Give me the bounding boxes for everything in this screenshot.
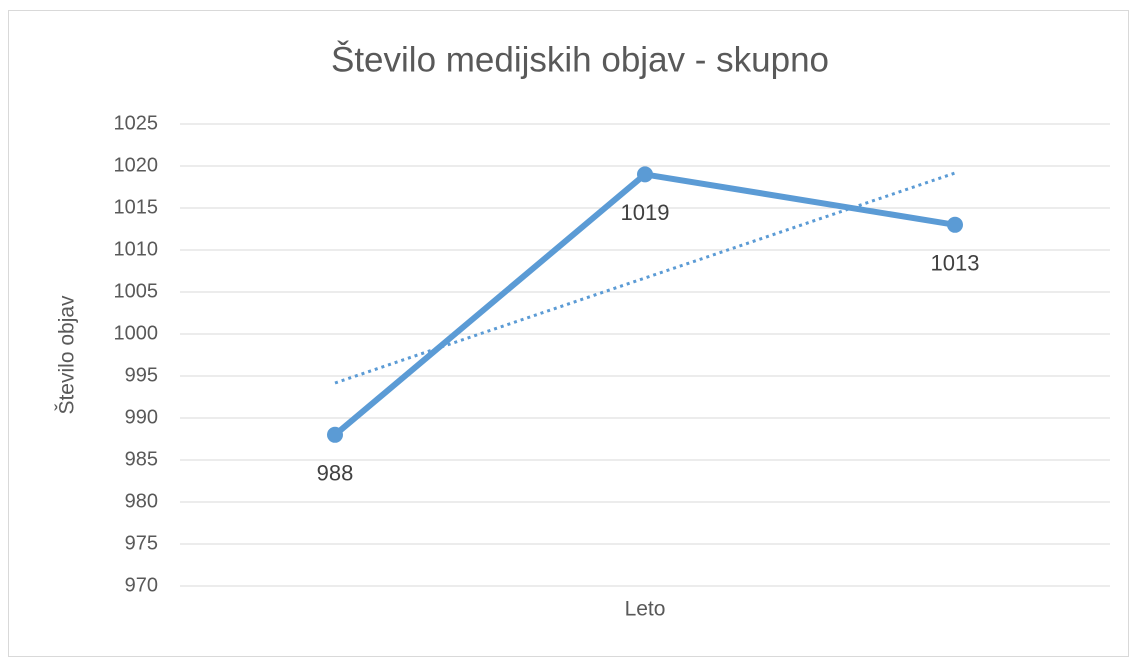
x-axis-label: Leto: [625, 598, 666, 621]
y-tick-label: 1015: [114, 196, 159, 218]
y-tick-label: 980: [125, 490, 158, 512]
y-tick-label: 1020: [114, 154, 159, 176]
data-point: [947, 216, 963, 233]
data-label: 1013: [931, 251, 980, 276]
data-label: 988: [317, 461, 354, 486]
data-point: [327, 426, 343, 443]
y-tick-label: 1025: [114, 112, 159, 134]
y-tick-label: 995: [125, 364, 158, 386]
y-tick-label: 975: [125, 532, 158, 554]
y-tick-label: 1000: [114, 322, 159, 344]
data-point: [637, 166, 653, 183]
data-label: 1019: [621, 200, 670, 225]
y-tick-label: 1005: [114, 280, 159, 302]
y-tick-label: 985: [125, 448, 158, 470]
y-tick-label: 990: [125, 406, 158, 428]
y-tick-label: 1010: [114, 238, 159, 260]
chart-title: Število medijskih objav - skupno: [331, 40, 829, 79]
y-axis-label: Število objav: [56, 295, 79, 415]
y-tick-label: 970: [125, 574, 158, 596]
